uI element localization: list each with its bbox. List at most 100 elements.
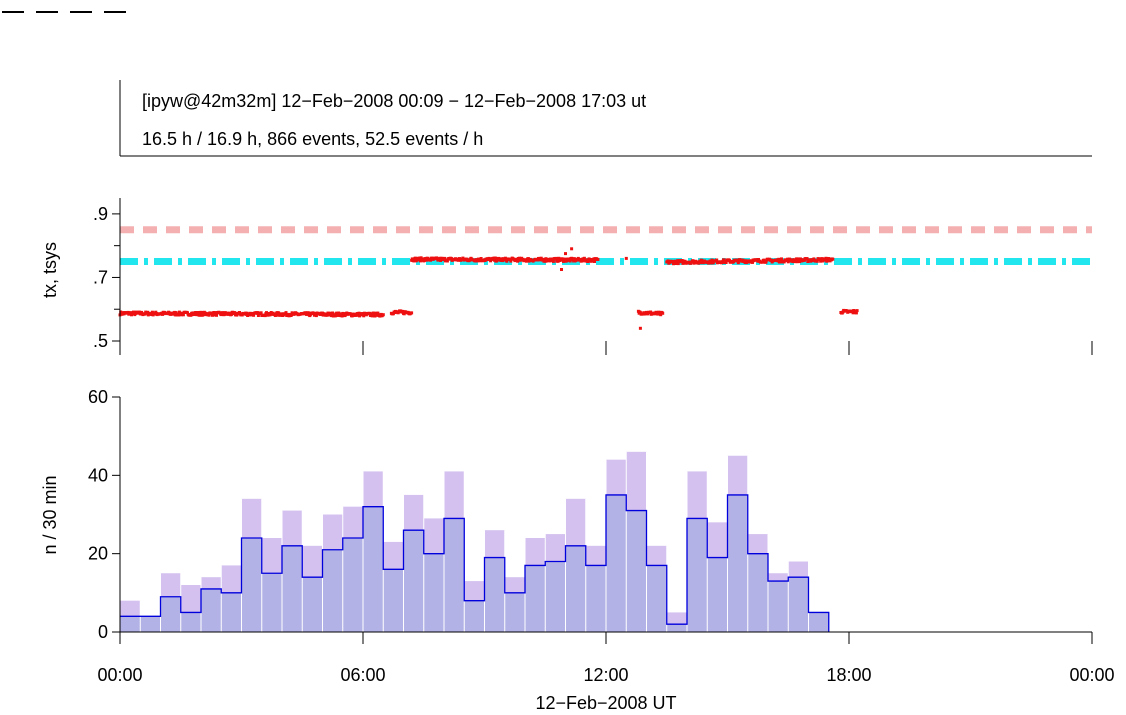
histogram-bar-subset bbox=[727, 494, 748, 632]
tx-point bbox=[138, 310, 142, 314]
tx-point bbox=[825, 259, 829, 263]
histogram-bar-subset bbox=[525, 565, 546, 632]
reference-lines bbox=[120, 226, 1092, 266]
histogram-bar-subset bbox=[768, 581, 789, 632]
histogram-bar-subset bbox=[221, 592, 242, 632]
tx-point bbox=[780, 257, 783, 261]
tx-point bbox=[744, 261, 748, 265]
tx-point bbox=[676, 262, 680, 266]
tx-point bbox=[659, 313, 663, 317]
histogram-bar-subset bbox=[342, 538, 363, 632]
tx-point bbox=[572, 257, 576, 261]
tx-point bbox=[374, 313, 378, 317]
tx-point bbox=[335, 311, 339, 315]
histogram-bar-subset bbox=[545, 561, 566, 632]
tx-point bbox=[213, 313, 216, 317]
tx-tsys-panel: .5 .7 .9 tx, tsys bbox=[40, 198, 1093, 355]
histogram-bar-subset bbox=[646, 565, 667, 632]
tx-point bbox=[265, 311, 268, 315]
tx-point bbox=[724, 261, 728, 264]
tx-point bbox=[401, 309, 405, 313]
histogram-bar-subset bbox=[565, 545, 586, 632]
histogram-bar-subset bbox=[788, 577, 809, 632]
tx-point bbox=[340, 314, 344, 318]
tx-point bbox=[699, 261, 702, 265]
tx-outlier-point bbox=[560, 268, 563, 271]
histogram-bar-subset bbox=[120, 616, 141, 632]
tx-y-tick-label: .7 bbox=[93, 267, 108, 287]
tx-point bbox=[824, 256, 828, 260]
tx-point bbox=[554, 256, 558, 260]
histogram-ylabel: n / 30 min bbox=[40, 475, 60, 554]
tx-tsys-axes: .5 .7 .9 bbox=[93, 198, 1093, 355]
tx-point bbox=[524, 259, 528, 263]
tx-point bbox=[333, 314, 337, 318]
tx-point bbox=[252, 313, 256, 317]
tx-point bbox=[402, 312, 406, 316]
tx-point bbox=[439, 259, 443, 262]
tx-point bbox=[793, 260, 797, 264]
histogram-axes: 0 20 40 60 00:00 06:00 12:00 18:00 00:00 bbox=[88, 387, 1115, 685]
tx-point bbox=[786, 260, 790, 264]
tx-point bbox=[757, 258, 760, 261]
tx-point bbox=[263, 314, 267, 318]
tx-point bbox=[410, 257, 414, 261]
histogram-bar-subset bbox=[747, 553, 768, 632]
tx-point bbox=[325, 313, 329, 317]
tx-point bbox=[181, 313, 185, 317]
tx-point bbox=[312, 311, 316, 315]
tx-point bbox=[221, 311, 225, 315]
tx-point bbox=[493, 256, 497, 260]
tx-point bbox=[274, 313, 278, 317]
tx-point bbox=[306, 311, 310, 315]
tx-point bbox=[516, 259, 520, 263]
tx-point bbox=[410, 311, 414, 315]
tx-point bbox=[710, 258, 714, 262]
tx-point bbox=[215, 313, 218, 317]
header-box: [ipyw@42m32m] 12−Feb−2008 00:09 − 12−Feb… bbox=[119, 80, 1092, 157]
histogram-x-tick-label: 00:00 bbox=[1069, 665, 1114, 685]
tx-point bbox=[140, 310, 144, 314]
tx-point bbox=[674, 262, 678, 265]
tx-point bbox=[509, 259, 513, 263]
tx-point bbox=[194, 311, 198, 314]
tx-point bbox=[798, 260, 802, 264]
tx-point bbox=[376, 311, 380, 315]
tx-point bbox=[777, 257, 781, 261]
tx-point bbox=[304, 311, 308, 315]
tx-point bbox=[186, 311, 189, 315]
histogram-subset-outline bbox=[120, 494, 830, 632]
tx-scatter-points bbox=[118, 247, 859, 330]
tx-point bbox=[562, 259, 566, 263]
histogram-bar-subset bbox=[180, 612, 201, 632]
tx-outlier-point bbox=[638, 326, 642, 330]
histogram-bar-subset bbox=[201, 588, 222, 632]
histogram-y-tick-label: 0 bbox=[98, 622, 108, 642]
tx-y-tick-label: .5 bbox=[93, 331, 108, 351]
histogram-bar-subset bbox=[363, 506, 384, 632]
histogram-bar-subset bbox=[423, 553, 444, 632]
tx-point bbox=[445, 259, 449, 263]
tx-point bbox=[557, 256, 561, 260]
histogram-bar-subset bbox=[282, 545, 303, 632]
histogram-bar-subset bbox=[484, 557, 505, 632]
tx-point bbox=[715, 258, 719, 262]
tx-point bbox=[314, 314, 318, 318]
tx-tsys-ylabel: tx, tsys bbox=[40, 242, 60, 298]
histogram-bar-subset bbox=[687, 518, 708, 632]
histogram-bar-subset bbox=[666, 624, 687, 632]
histogram-bar-subset bbox=[808, 612, 829, 632]
tx-point bbox=[551, 259, 555, 263]
tx-point bbox=[229, 313, 233, 316]
histogram-bar-subset bbox=[444, 518, 465, 632]
tx-point bbox=[207, 313, 211, 317]
tx-point bbox=[586, 260, 590, 263]
tx-point bbox=[429, 258, 432, 262]
tx-point bbox=[150, 310, 154, 314]
tx-point bbox=[371, 314, 374, 318]
tx-point bbox=[495, 258, 499, 262]
tx-point bbox=[568, 259, 572, 263]
tx-point bbox=[649, 310, 653, 314]
histogram-bar-subset bbox=[322, 549, 343, 632]
